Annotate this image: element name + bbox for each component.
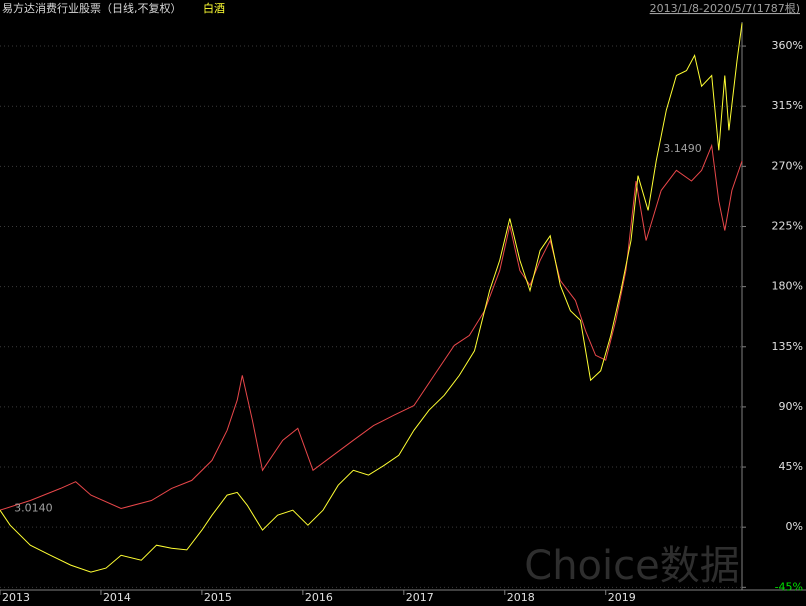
date-range: 2013/1/8-2020/5/7(1787根) — [650, 1, 800, 15]
x-tick-label: 2017 — [406, 591, 434, 604]
annotation: 3.0140 — [14, 501, 53, 514]
x-tick-label: 2018 — [507, 591, 535, 604]
y-tick-label: 135% — [772, 340, 803, 353]
watermark: Choice数据 — [524, 543, 739, 589]
series-line — [0, 143, 743, 511]
y-tick-label: 315% — [772, 99, 803, 112]
legend-label: 白酒 — [203, 1, 225, 15]
x-tick-label: 2015 — [204, 591, 232, 604]
series-line — [0, 23, 743, 573]
y-tick-label: 270% — [772, 159, 803, 172]
x-tick-label: 2019 — [608, 591, 636, 604]
legend-label: 易方达消费行业股票（日线,不复权） — [2, 1, 182, 15]
y-tick-label: 360% — [772, 39, 803, 52]
y-tick-label: 180% — [772, 280, 803, 293]
x-tick-label: 2013 — [2, 591, 30, 604]
annotation: 3.1490 — [663, 142, 702, 155]
y-tick-label: 225% — [772, 219, 803, 232]
x-tick-label: 2014 — [103, 591, 131, 604]
y-tick-label: 0% — [786, 520, 803, 533]
y-tick-label: -45% — [775, 580, 803, 593]
x-tick-label: 2016 — [305, 591, 333, 604]
y-tick-label: 45% — [779, 460, 803, 473]
y-tick-label: 90% — [779, 400, 803, 413]
